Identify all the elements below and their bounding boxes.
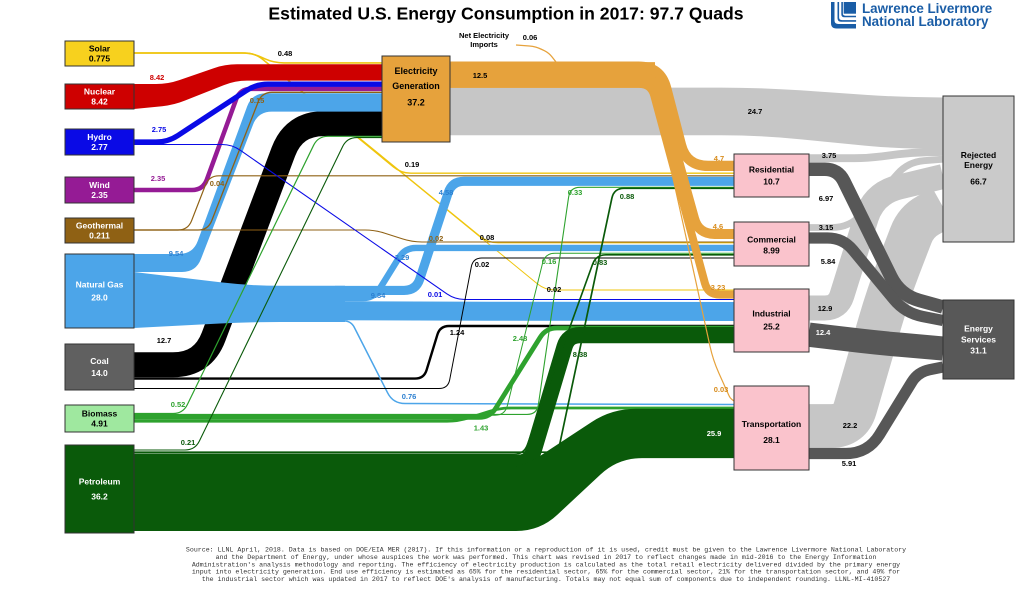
svg-text:0.52: 0.52 xyxy=(171,400,186,409)
svg-text:3.29: 3.29 xyxy=(395,253,410,262)
svg-text:0.02: 0.02 xyxy=(475,260,490,269)
svg-text:input into electricity generat: input into electricity generation. End u… xyxy=(192,569,900,576)
svg-text:31.1: 31.1 xyxy=(970,346,987,356)
svg-text:0.76: 0.76 xyxy=(402,392,417,401)
svg-text:1.24: 1.24 xyxy=(450,328,465,337)
svg-text:25.9: 25.9 xyxy=(707,429,722,438)
svg-text:28.1: 28.1 xyxy=(763,435,780,445)
svg-text:36.2: 36.2 xyxy=(91,492,108,502)
svg-text:Electricity: Electricity xyxy=(394,66,437,76)
svg-text:Hydro: Hydro xyxy=(87,132,112,142)
svg-text:Petroleum: Petroleum xyxy=(79,477,121,487)
svg-text:25.2: 25.2 xyxy=(763,322,780,332)
svg-text:Rejected: Rejected xyxy=(961,150,996,160)
svg-text:National Laboratory: National Laboratory xyxy=(862,14,989,29)
svg-text:0.21: 0.21 xyxy=(181,438,196,447)
svg-text:Natural Gas: Natural Gas xyxy=(76,280,124,290)
svg-text:1.43: 1.43 xyxy=(474,424,489,433)
svg-text:5.91: 5.91 xyxy=(842,459,857,468)
svg-text:12.9: 12.9 xyxy=(818,304,833,313)
svg-text:4.91: 4.91 xyxy=(91,419,108,429)
svg-text:4.6: 4.6 xyxy=(713,222,723,231)
svg-text:12.7: 12.7 xyxy=(157,336,172,345)
svg-text:Coal: Coal xyxy=(90,356,108,366)
svg-text:0.88: 0.88 xyxy=(620,192,635,201)
svg-text:0.02: 0.02 xyxy=(547,285,562,294)
svg-text:Energy: Energy xyxy=(964,160,993,170)
svg-text:Energy: Energy xyxy=(964,324,993,334)
svg-text:Estimated U.S. Energy Consumpt: Estimated U.S. Energy Consumption in 201… xyxy=(268,4,743,24)
svg-text:12.4: 12.4 xyxy=(816,328,831,337)
svg-text:0.01: 0.01 xyxy=(428,290,443,299)
svg-text:Generation: Generation xyxy=(392,81,440,91)
svg-text:0.08: 0.08 xyxy=(480,233,495,242)
svg-text:0.03: 0.03 xyxy=(714,385,729,394)
svg-text:0.06: 0.06 xyxy=(523,33,538,42)
svg-text:Source: LLNL April, 2018. Data: Source: LLNL April, 2018. Data is based … xyxy=(186,547,906,554)
svg-text:3.15: 3.15 xyxy=(819,223,834,232)
svg-text:2.48: 2.48 xyxy=(513,334,528,343)
svg-text:0.16: 0.16 xyxy=(542,257,557,266)
svg-text:0.775: 0.775 xyxy=(89,54,111,64)
svg-text:14.0: 14.0 xyxy=(91,368,108,378)
svg-text:10.7: 10.7 xyxy=(763,177,780,187)
svg-text:9.54: 9.54 xyxy=(169,249,184,258)
svg-text:0.02: 0.02 xyxy=(429,234,444,243)
svg-text:12.5: 12.5 xyxy=(473,71,488,80)
svg-text:Net Electricity: Net Electricity xyxy=(459,31,510,40)
svg-text:the industrial sector which wa: the industrial sector which was updated … xyxy=(202,576,891,583)
svg-text:9.84: 9.84 xyxy=(371,291,386,300)
svg-text:2.35: 2.35 xyxy=(151,174,166,183)
svg-text:Services: Services xyxy=(961,335,996,345)
svg-text:and the Department of Energy,: and the Department of Energy, under whos… xyxy=(216,554,877,561)
svg-text:3.23: 3.23 xyxy=(711,283,726,292)
svg-text:0.33: 0.33 xyxy=(568,188,583,197)
svg-text:37.2: 37.2 xyxy=(407,98,425,108)
svg-text:Transportation: Transportation xyxy=(742,419,802,429)
svg-text:8.38: 8.38 xyxy=(573,350,588,359)
svg-text:2.77: 2.77 xyxy=(91,142,108,152)
svg-text:8.42: 8.42 xyxy=(91,97,108,107)
svg-text:Geothermal: Geothermal xyxy=(76,221,123,231)
svg-text:4.58: 4.58 xyxy=(439,188,454,197)
svg-text:4.7: 4.7 xyxy=(714,154,724,163)
svg-text:0.19: 0.19 xyxy=(405,160,420,169)
svg-text:66.7: 66.7 xyxy=(970,177,987,187)
svg-text:Wind: Wind xyxy=(89,180,110,190)
svg-text:3.75: 3.75 xyxy=(822,151,837,160)
svg-text:0.83: 0.83 xyxy=(593,258,608,267)
svg-text:Nuclear: Nuclear xyxy=(84,87,116,97)
svg-text:0.04: 0.04 xyxy=(210,179,225,188)
svg-text:2.75: 2.75 xyxy=(152,125,167,134)
svg-text:0.211: 0.211 xyxy=(89,231,110,241)
svg-text:Residential: Residential xyxy=(749,165,794,175)
svg-text:Industrial: Industrial xyxy=(752,309,790,319)
svg-text:Solar: Solar xyxy=(89,44,111,54)
svg-text:5.84: 5.84 xyxy=(821,257,836,266)
svg-text:22.2: 22.2 xyxy=(843,421,858,430)
svg-text:24.7: 24.7 xyxy=(748,107,763,116)
svg-text:6.97: 6.97 xyxy=(819,194,834,203)
svg-text:0.15: 0.15 xyxy=(250,96,265,105)
svg-text:28.0: 28.0 xyxy=(91,293,108,303)
svg-text:8.99: 8.99 xyxy=(763,246,780,256)
svg-text:Imports: Imports xyxy=(470,40,498,49)
svg-text:Administration's analysis meth: Administration's analysis methodology an… xyxy=(192,561,900,568)
svg-text:0.48: 0.48 xyxy=(278,49,293,58)
svg-text:Lawrence Livermore: Lawrence Livermore xyxy=(862,1,992,16)
svg-text:8.42: 8.42 xyxy=(150,73,165,82)
svg-text:Biomass: Biomass xyxy=(82,409,118,419)
svg-text:2.35: 2.35 xyxy=(91,190,108,200)
svg-text:Commercial: Commercial xyxy=(747,235,796,245)
